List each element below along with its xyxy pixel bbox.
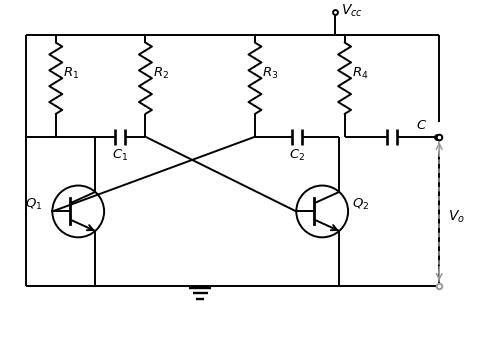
Text: $Q_1$: $Q_1$ (25, 197, 42, 211)
Text: $V_o$: $V_o$ (448, 208, 465, 225)
Text: $V_{cc}$: $V_{cc}$ (340, 3, 362, 19)
Text: $R_4$: $R_4$ (352, 66, 368, 81)
Text: $R_3$: $R_3$ (262, 66, 279, 81)
Text: $R_1$: $R_1$ (64, 66, 80, 81)
Text: $C_1$: $C_1$ (112, 148, 128, 163)
Text: $R_2$: $R_2$ (153, 66, 169, 81)
Text: $Q_2$: $Q_2$ (352, 197, 370, 211)
Text: $C_2$: $C_2$ (289, 148, 305, 163)
Text: $C$: $C$ (416, 119, 428, 132)
